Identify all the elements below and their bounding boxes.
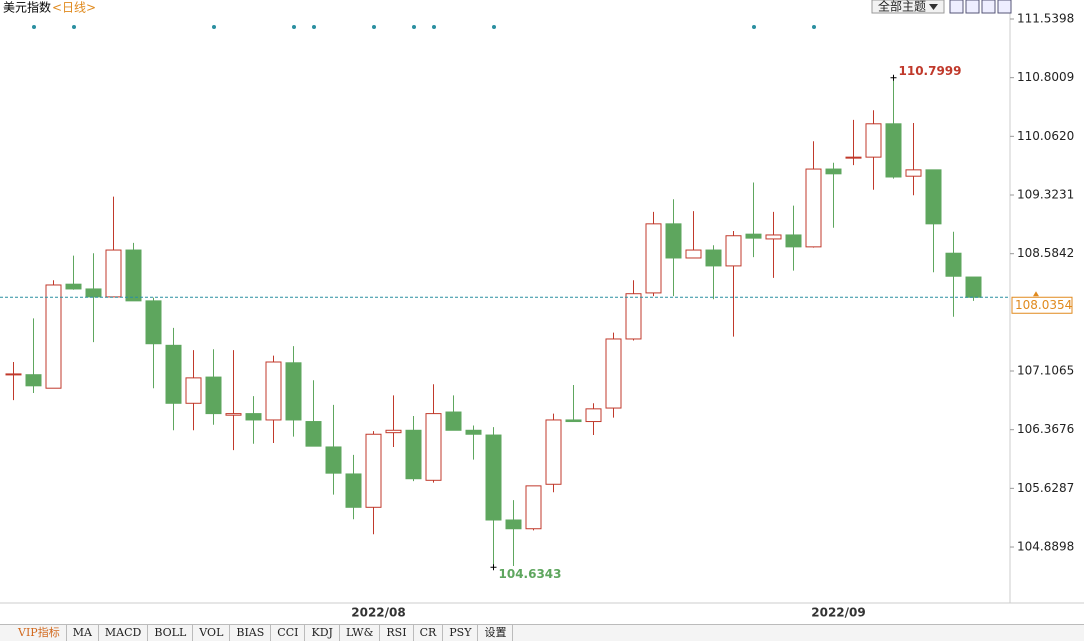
- y-tick-label: 110.0620: [1017, 129, 1074, 143]
- candle-body: [745, 233, 762, 239]
- candle-body: [45, 284, 62, 389]
- indicator-tab[interactable]: VOL: [193, 625, 231, 641]
- candle-body: [565, 419, 582, 423]
- chart: 美元指数 <日线> 全部主题 111.5398 110.8009 110.0620 1…: [0, 0, 1084, 624]
- x-tick-label: 2022/08: [351, 606, 405, 620]
- candle-body: [85, 288, 102, 298]
- tool-icons[interactable]: [949, 0, 1012, 14]
- candle-body: [665, 223, 682, 259]
- y-tick-label: 106.3676: [1017, 422, 1074, 436]
- candle-body: [785, 234, 802, 248]
- candle-body: [765, 234, 782, 240]
- candle-body: [285, 362, 302, 421]
- y-tick-label: 104.8898: [1017, 540, 1074, 554]
- y-tick-label: 108.5842: [1017, 246, 1074, 260]
- y-tick-label: 107.1065: [1017, 364, 1074, 378]
- last-price-label: 108.0354: [1015, 298, 1072, 312]
- candle-body: [545, 419, 562, 485]
- candle-body: [885, 123, 902, 178]
- candle-body: [405, 429, 422, 480]
- dropdown-arrow: [929, 4, 938, 10]
- candle-body: [625, 293, 642, 340]
- candle-body: [305, 421, 322, 447]
- last-price-arrow: [1033, 291, 1039, 297]
- extreme-marker: [890, 74, 897, 81]
- candle-body: [925, 169, 942, 225]
- background: [0, 0, 1084, 624]
- theme-button-label[interactable]: 全部主题: [878, 0, 926, 14]
- candle-body: [505, 519, 522, 530]
- candle-body: [825, 168, 842, 175]
- candle-body: [425, 413, 442, 481]
- y-tick-label: 110.8009: [1017, 70, 1074, 84]
- candle-body: [345, 473, 362, 508]
- y-tick-label: 111.5398: [1017, 12, 1074, 26]
- y-tick-label: 105.6287: [1017, 481, 1074, 495]
- candle-body: [945, 252, 962, 277]
- candle-body: [605, 338, 622, 409]
- indicator-tab[interactable]: MACD: [99, 625, 149, 641]
- event-dots: [32, 25, 816, 29]
- candle-body: [165, 344, 182, 404]
- candle-body: [325, 446, 342, 474]
- indicator-tab[interactable]: BIAS: [230, 625, 272, 641]
- chart-subtitle: <日线>: [52, 1, 96, 15]
- candle-body: [385, 429, 402, 434]
- candle-body: [525, 485, 542, 530]
- indicator-tab[interactable]: VIP指标: [0, 625, 67, 641]
- candle-body: [705, 249, 722, 267]
- candle-body: [25, 374, 42, 387]
- candle-body: [805, 168, 822, 248]
- extreme-label: 104.6343: [499, 567, 562, 581]
- theme-button[interactable]: [871, 0, 945, 14]
- candle-body: [685, 249, 702, 259]
- candle-body: [105, 249, 122, 298]
- indicator-tab[interactable]: CCI: [271, 625, 306, 641]
- extreme-label: 110.7999: [899, 64, 962, 78]
- indicator-tab[interactable]: RSI: [380, 625, 414, 641]
- candle-body: [145, 300, 162, 345]
- indicator-tabs: VIP指标 MA MACD BOLL VOL BIAS CCI KDJ LW& RSI CR PSY 设…: [0, 624, 1084, 641]
- candle-body: [245, 413, 262, 421]
- indicator-tab[interactable]: 设置: [478, 625, 514, 641]
- indicator-tab[interactable]: BOLL: [148, 625, 194, 641]
- last-price-box: [1011, 296, 1073, 314]
- candle-body: [205, 376, 222, 415]
- candle-body: [225, 413, 242, 416]
- candle-body: [865, 123, 882, 158]
- candle-body: [125, 249, 142, 302]
- chart-title: 美元指数: [3, 0, 51, 15]
- candle-body: [265, 361, 282, 421]
- candle-body: [465, 429, 482, 435]
- indicator-tab[interactable]: PSY: [443, 625, 479, 641]
- candle-body: [5, 373, 22, 376]
- indicator-tab[interactable]: CR: [414, 625, 444, 641]
- indicator-tab[interactable]: MA: [67, 625, 99, 641]
- candle-body: [585, 408, 602, 423]
- indicator-tab[interactable]: KDJ: [305, 625, 340, 641]
- candle-body: [65, 283, 82, 290]
- candle-body: [485, 434, 502, 521]
- candle-body: [365, 433, 382, 508]
- candle-body: [725, 235, 742, 267]
- candle-body: [445, 411, 462, 431]
- y-tick-label: 109.3231: [1017, 188, 1074, 202]
- candle-body: [905, 169, 922, 177]
- candle-body: [185, 377, 202, 404]
- x-tick-label: 2022/09: [811, 606, 865, 620]
- candle-body: [845, 156, 862, 159]
- extreme-marker: [490, 564, 497, 571]
- indicator-tab[interactable]: LW&: [340, 625, 381, 641]
- candle-body: [645, 223, 662, 294]
- candle-body: [965, 276, 982, 298]
